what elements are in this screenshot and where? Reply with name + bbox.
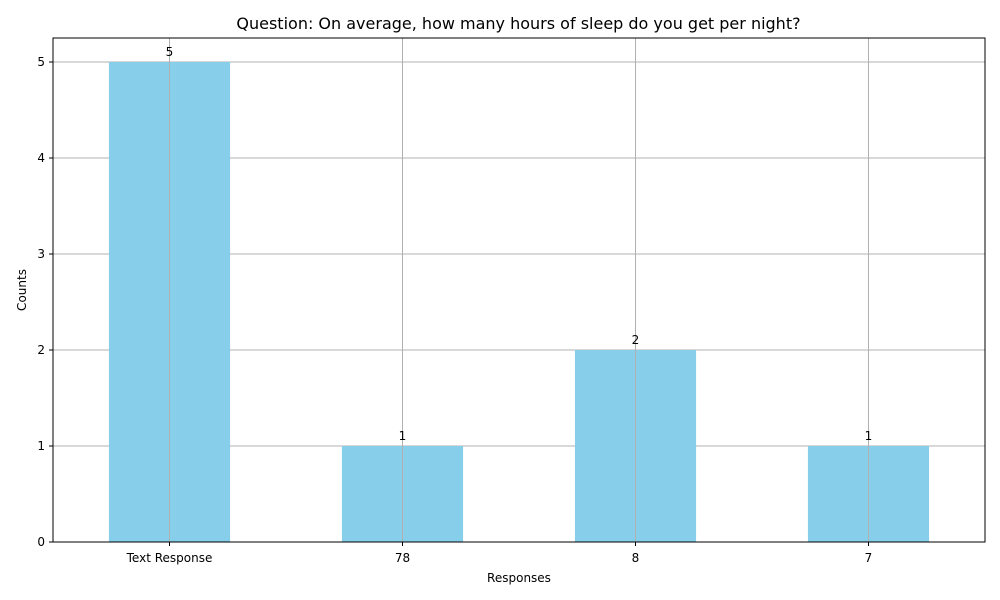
x-axis-ticks: Text Response 78 8 7 [126,542,873,565]
data-label: 5 [166,45,174,59]
x-tick-label: 78 [395,551,410,565]
y-tick-label: 5 [37,55,45,69]
x-axis-label: Responses [487,571,551,585]
x-tick-label: 7 [865,551,873,565]
y-axis-ticks: 0 1 2 3 4 5 [37,55,53,549]
bars [108,62,930,542]
chart-title: Question: On average, how many hours of … [236,14,800,33]
y-tick-label: 0 [37,535,45,549]
data-label: 1 [399,429,407,443]
data-label: 1 [865,429,873,443]
y-axis-label: Counts [15,269,29,311]
y-tick-label: 2 [37,343,45,357]
y-tick-label: 3 [37,247,45,261]
y-tick-label: 4 [37,151,45,165]
x-tick-label: Text Response [126,551,213,565]
plot-frame [52,37,986,543]
data-label: 2 [632,333,640,347]
x-tick-label: 8 [632,551,640,565]
y-tick-label: 1 [37,439,45,453]
data-labels: 5 1 2 1 [166,38,873,542]
